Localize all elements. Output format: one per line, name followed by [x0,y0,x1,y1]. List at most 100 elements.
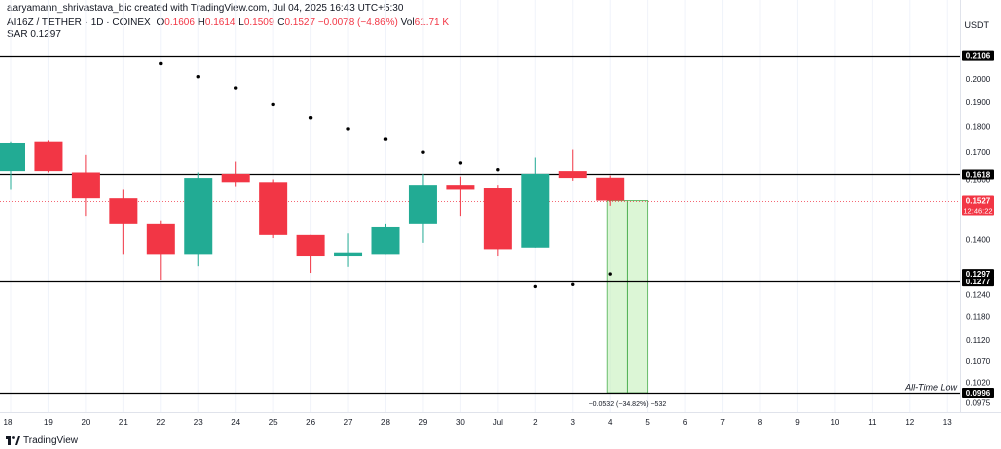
sar-dot [234,86,238,90]
low-label: L [238,17,244,28]
sar-dot [458,161,463,165]
candle-body [446,185,475,190]
grid-lines [10,0,948,412]
sar-dot [196,74,200,79]
brand-label: TradingView [23,435,79,446]
price-tick-label: 0.1700 [966,148,991,157]
last-price-badge: 0.1527 [966,197,991,206]
candle-body [521,173,550,248]
sar-dot [159,61,163,66]
time-tick-label: 28 [381,418,390,427]
candle-body [184,178,213,255]
time-tick-label: 12 [905,418,914,427]
time-tick-label: 10 [830,418,839,427]
sar-dot [271,102,275,107]
price-tick-label: 0.1070 [966,357,991,366]
candle-body [71,172,100,199]
high-value: 0.1614 [204,17,236,28]
close-value: 0.1527 [284,17,316,28]
candle-body [371,226,400,255]
time-tick-label: 27 [344,418,353,427]
close-label: C [277,17,285,28]
hline-price-badge: 0.1618 [966,170,991,179]
price-tick-label: 0.1600 [966,175,991,184]
candles [0,140,625,281]
sar-price-badge: 0.1297 [966,270,991,279]
sar-dot [383,137,388,141]
time-tick-label: 26 [306,418,315,427]
time-tick-label: 21 [119,418,128,427]
symbol-name[interactable]: AI16Z / TETHER · 1D · COINEX [7,17,151,28]
low-value: 0.1509 [243,17,275,28]
time-tick-label: 7 [720,418,725,427]
last-price-badge-countdown: 12:46:22 [963,207,992,216]
high-label: H [197,17,205,28]
candle-body [334,252,363,257]
time-axis: 18 19 20 21 22 23 24 25 26 27 28 29 30 Jul 2 3 4 5 6 7 8 9 10 1… [4,418,953,427]
time-tick-label: 25 [269,418,278,427]
all-time-low-label: All-Time Low [904,383,957,393]
candle-body [408,185,437,224]
candle-body [34,141,63,172]
candle-body [259,182,288,235]
candle-body [109,198,138,224]
change-value: −0.0078 (−4.86%) [317,17,398,28]
hline-price-badge-bg [962,169,994,180]
sar-dot [421,150,425,154]
sar-price-badge-bg [962,269,994,280]
hline-price-badge: 0.2106 [966,52,991,61]
price-tick-label: 0.1400 [966,236,991,245]
hline-price-badge: 0.0996 [966,389,991,398]
credit-line: aaryamann_shrivastava_bic created with T… [7,3,404,14]
sar-dot [608,272,612,276]
hline-price-badge-bg [962,50,994,61]
candle-body [558,171,587,179]
vol-label: Vol [400,17,415,28]
vol-value: 61.71 K [414,17,450,28]
sar-value: 0.1297 [30,29,61,40]
time-tick-label: 9 [795,418,800,427]
candle-body [221,173,250,183]
tradingview-logo-icon [6,436,20,445]
price-axis: 0.2000 0.1900 0.1800 0.1700 0.1600 0.1400 0.12… [966,75,991,408]
price-tick-label: 0.0975 [966,399,991,408]
time-tick-label: 30 [456,418,465,427]
sar-legend[interactable]: SAR 0.1297 [7,29,61,41]
ohlc-legend: AI16Z / TETHER · 1D · COINEX O0.1606 H0.… [7,17,449,29]
time-tick-label: 19 [44,418,53,427]
price-tick-label: 0.1180 [966,313,990,322]
measure-label: −0.0532 (−34.82%) −532 [589,401,667,408]
time-tick-label: 3 [571,418,576,427]
hline-price-badge: 0.1277 [966,277,991,286]
sar-dot [533,284,537,289]
currency-label[interactable]: USDT [964,20,990,30]
time-tick-label: 5 [645,418,650,427]
time-tick-label: 11 [868,418,877,427]
time-tick-label: 6 [683,418,688,427]
price-tick-label: 0.1120 [966,336,990,345]
time-tick-label: 2 [533,418,538,427]
time-tick-label: 8 [758,418,763,427]
time-tick-label: 23 [194,418,203,427]
sar-dot [571,282,575,286]
price-tick-label: 0.1900 [966,98,991,107]
time-tick-label: 24 [231,418,240,427]
price-tick-label: 0.1800 [966,122,991,131]
time-tick-label: 13 [943,418,952,427]
candle-body [146,223,175,255]
sar-dot [346,127,350,131]
price-tick-label: 0.2000 [966,75,991,84]
price-tick-label: 0.1020 [966,378,991,387]
last-price-badge-bg [962,195,994,216]
sar-dots [159,61,612,289]
tradingview-brand[interactable]: TradingView [6,435,78,446]
time-tick-label: 22 [156,418,165,427]
candle-body [296,234,325,257]
sar-dot [496,168,500,172]
time-tick-label: Jul [493,418,503,427]
sar-dot [308,116,313,120]
sar-label: SAR [7,29,28,40]
open-value: 0.1606 [164,17,195,28]
candle-body [0,142,25,172]
